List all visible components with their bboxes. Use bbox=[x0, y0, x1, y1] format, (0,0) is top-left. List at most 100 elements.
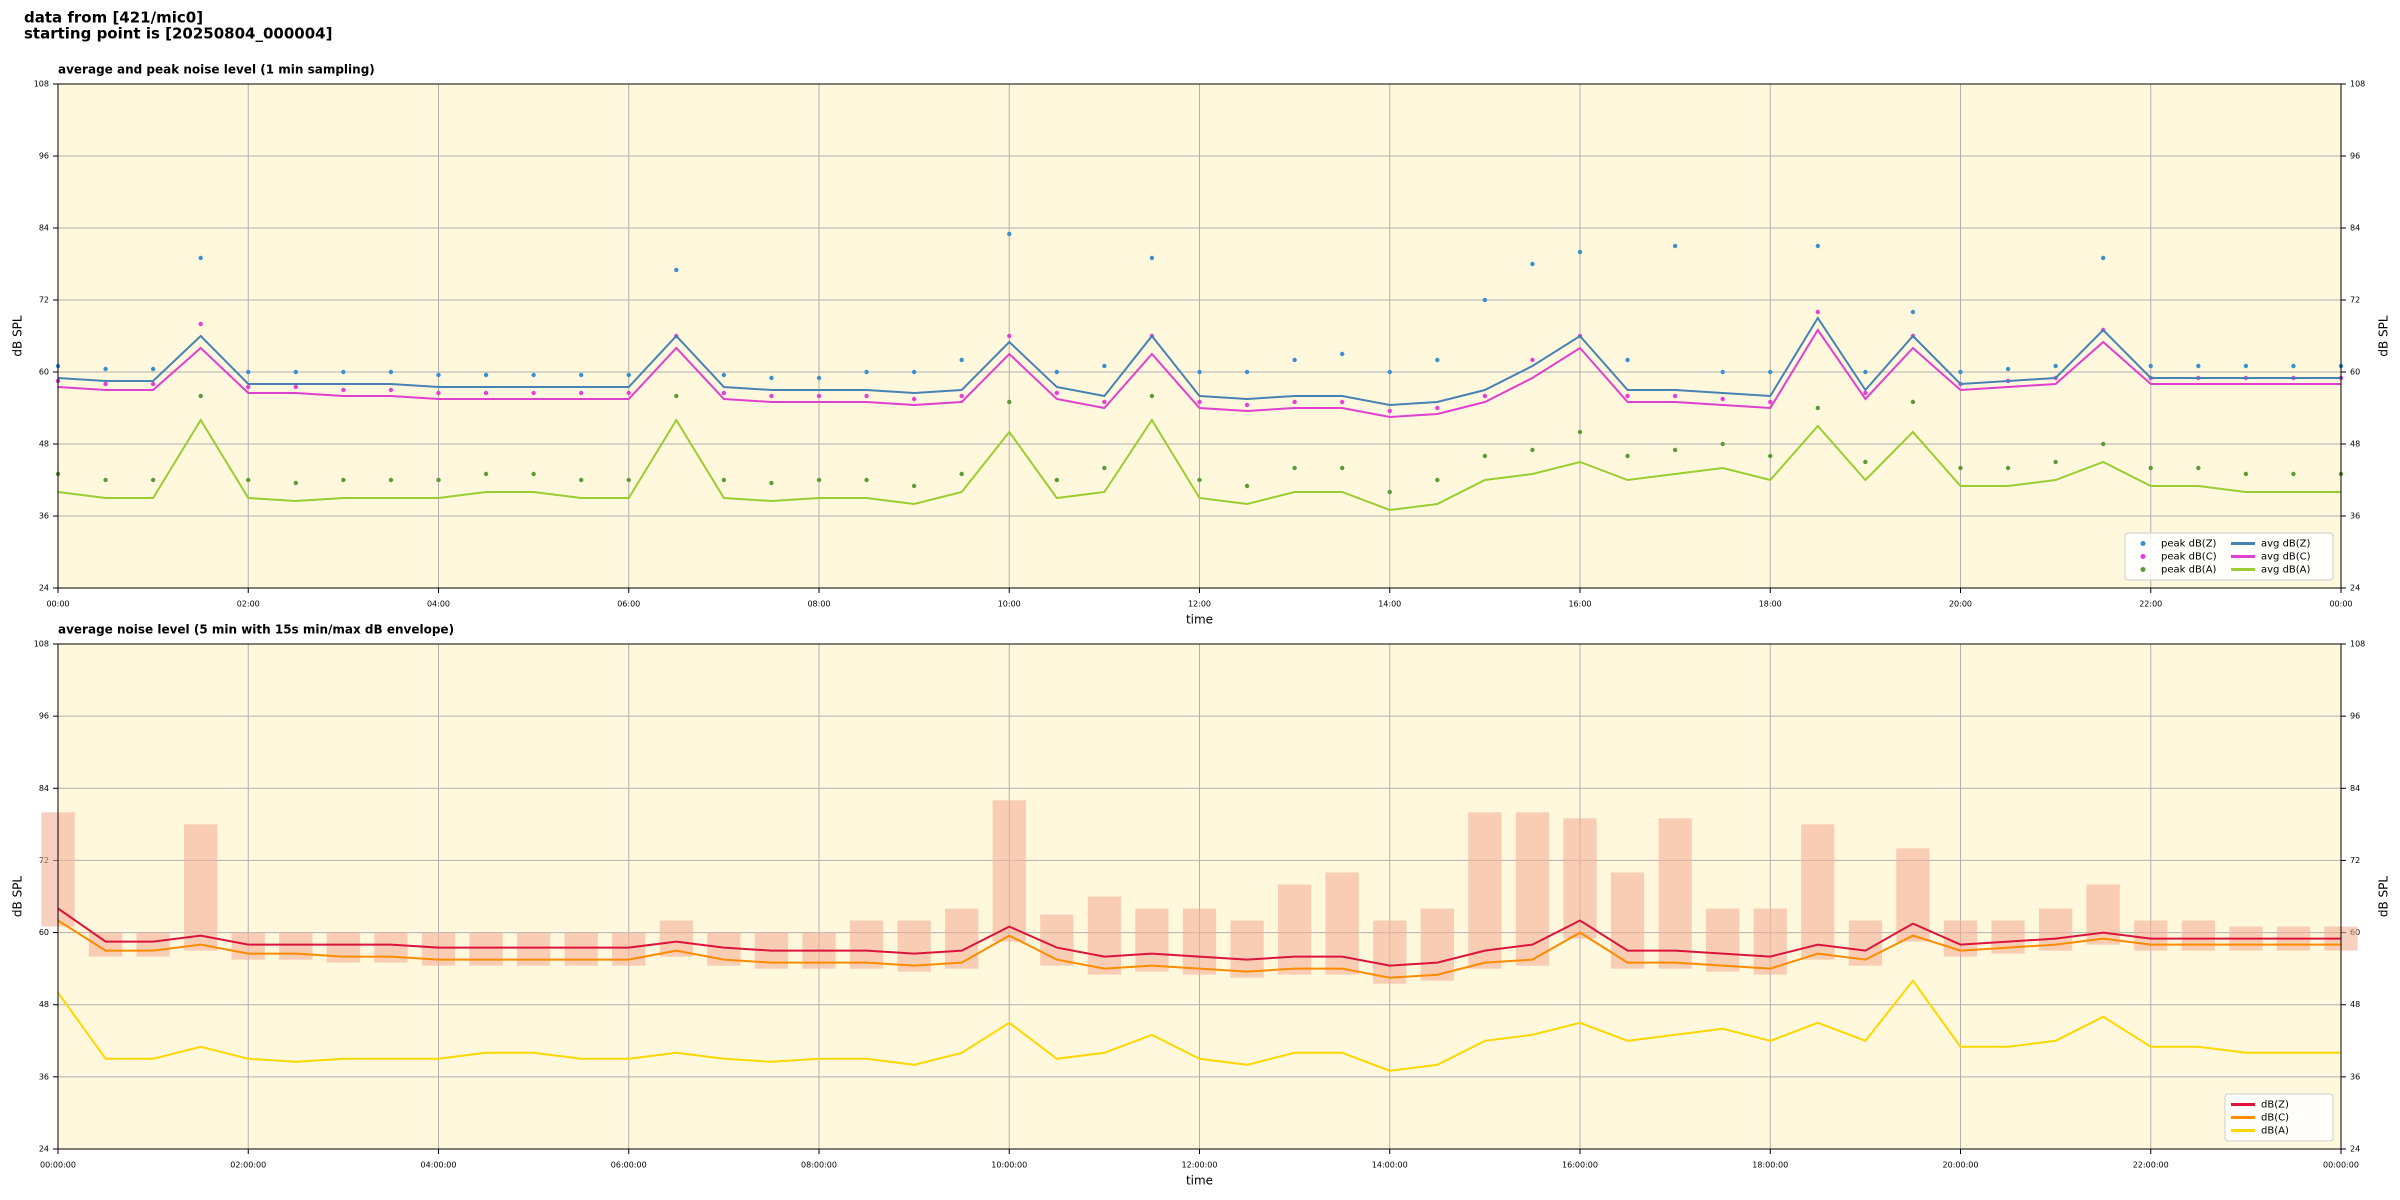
peak-point bbox=[1577, 249, 1583, 255]
y-axis-label: dB SPL bbox=[11, 876, 25, 918]
peak-point bbox=[959, 357, 964, 363]
envelope-bar bbox=[897, 920, 931, 972]
peak-point bbox=[246, 369, 251, 375]
peak-point bbox=[1435, 357, 1440, 363]
peak-point bbox=[1815, 243, 1821, 249]
peak-point bbox=[293, 384, 299, 390]
peak-point bbox=[103, 366, 108, 372]
envelope-bar bbox=[1277, 884, 1312, 975]
y-tick-label: 60 bbox=[2350, 368, 2360, 377]
peak-point bbox=[816, 477, 822, 483]
peak-point bbox=[1482, 453, 1488, 459]
peak-point bbox=[1339, 399, 1345, 405]
x-axis-label: time bbox=[1186, 613, 1213, 627]
peak-point bbox=[1149, 255, 1155, 261]
peak-point bbox=[531, 471, 536, 477]
peak-point bbox=[1672, 447, 1678, 453]
chart-title: average noise level (5 min with 15s min/… bbox=[58, 623, 454, 637]
peak-point bbox=[1102, 363, 1107, 369]
peak-point bbox=[198, 255, 203, 261]
peak-point bbox=[1387, 408, 1392, 414]
peak-point bbox=[2100, 255, 2106, 261]
peak-point bbox=[1910, 309, 1916, 315]
peak-point bbox=[1339, 351, 1345, 357]
y-tick-label: 60 bbox=[39, 368, 49, 377]
peak-point bbox=[864, 477, 869, 483]
peak-point bbox=[293, 480, 299, 486]
envelope-bar bbox=[516, 932, 551, 966]
peak-point bbox=[103, 381, 108, 387]
peak-point bbox=[246, 384, 251, 390]
peak-point bbox=[769, 393, 774, 399]
peak-point bbox=[341, 387, 346, 393]
header-line: starting point is [20250804_000004] bbox=[24, 25, 332, 43]
peak-point bbox=[2148, 465, 2153, 471]
peak-point bbox=[578, 477, 584, 483]
y-tick-label: 72 bbox=[2350, 856, 2360, 865]
y-tick-label: 36 bbox=[39, 1072, 49, 1081]
envelope-bar bbox=[1515, 812, 1550, 966]
envelope-bar bbox=[992, 800, 1026, 942]
y-axis-label: dB SPL bbox=[2377, 315, 2391, 357]
x-tick-label: 00:00 bbox=[2329, 600, 2352, 609]
envelope-bar bbox=[1801, 824, 1835, 960]
x-tick-label: 00:00:00 bbox=[40, 1161, 76, 1170]
peak-point bbox=[2100, 441, 2106, 447]
peak-point bbox=[1102, 465, 1107, 471]
series-line bbox=[57, 979, 2341, 1072]
y-axis-label: dB SPL bbox=[11, 315, 25, 357]
peak-point bbox=[1149, 393, 1155, 399]
peak-point bbox=[959, 393, 964, 399]
envelope-bar bbox=[849, 920, 884, 969]
peak-point bbox=[246, 477, 251, 483]
peak-point bbox=[816, 393, 822, 399]
legend-label: peak dB(Z) bbox=[2161, 539, 2217, 550]
peak-point bbox=[388, 477, 394, 483]
axes-frame bbox=[57, 83, 2342, 589]
peak-point bbox=[1054, 369, 1060, 375]
envelope-bar bbox=[421, 932, 456, 966]
peak-point bbox=[626, 477, 631, 483]
peak-point bbox=[911, 369, 917, 375]
peak-point bbox=[1815, 405, 1821, 411]
peak-point bbox=[626, 372, 631, 378]
envelope-bar bbox=[1658, 818, 1692, 969]
peak-point bbox=[1435, 477, 1440, 483]
envelope-bar bbox=[1135, 908, 1169, 972]
peak-point bbox=[1910, 399, 1916, 405]
y-axis-label: dB SPL bbox=[2377, 876, 2391, 918]
y-tick-label: 108 bbox=[2350, 80, 2365, 89]
x-tick-label: 20:00 bbox=[1949, 600, 1972, 609]
peak-point bbox=[1720, 396, 1725, 402]
legend-label: dB(C) bbox=[2261, 1113, 2289, 1124]
peak-point bbox=[436, 477, 441, 483]
peak-point bbox=[1054, 390, 1060, 396]
y-tick-label: 24 bbox=[2350, 1145, 2360, 1154]
y-tick-label: 96 bbox=[2350, 712, 2360, 721]
peak-point bbox=[150, 477, 156, 483]
envelope-bar bbox=[2086, 884, 2120, 945]
peak-point bbox=[198, 321, 203, 327]
peak-point bbox=[864, 369, 869, 375]
envelope-bar bbox=[1468, 812, 1502, 969]
y-tick-label: 24 bbox=[39, 584, 49, 593]
legend-marker bbox=[2140, 554, 2146, 559]
x-tick-label: 08:00 bbox=[807, 600, 830, 609]
peak-point bbox=[959, 471, 964, 477]
envelope-bar bbox=[2181, 920, 2215, 951]
y-tick-label: 48 bbox=[39, 440, 49, 449]
envelope-bar bbox=[231, 932, 265, 960]
x-tick-label: 22:00:00 bbox=[2133, 1161, 2169, 1170]
x-tick-label: 00:00 bbox=[46, 600, 69, 609]
y-tick-label: 84 bbox=[39, 784, 49, 793]
y-tick-label: 36 bbox=[2350, 1072, 2360, 1081]
peak-point bbox=[2291, 363, 2296, 369]
y-tick-label: 60 bbox=[39, 928, 49, 937]
peak-point bbox=[816, 375, 822, 381]
peak-point bbox=[1197, 399, 1202, 405]
peak-point bbox=[1102, 399, 1107, 405]
peak-point bbox=[578, 372, 584, 378]
peak-point bbox=[769, 480, 774, 486]
peak-point bbox=[150, 381, 156, 387]
envelope-bar bbox=[1896, 848, 1930, 942]
